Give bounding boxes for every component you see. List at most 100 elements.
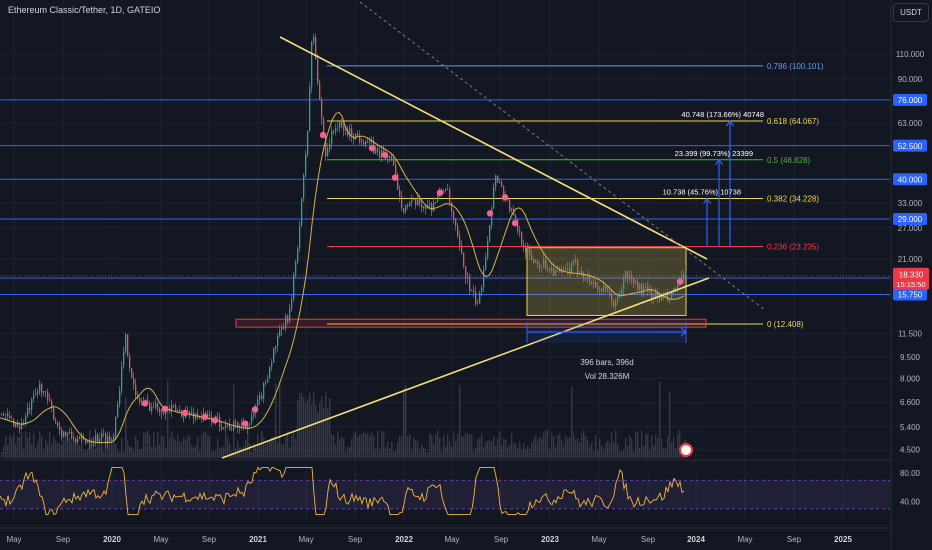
time-axis[interactable]: May Sep 2020 May Sep 2021 May Sep 2022 May Sep 2023…: [0, 527, 890, 544]
volume-bar: [603, 450, 605, 458]
time-label: May: [298, 535, 313, 544]
trendlines[interactable]: [221, 1, 766, 459]
candle-body: [249, 422, 251, 424]
volume-bar: [513, 443, 515, 458]
volume-bar: [371, 433, 373, 458]
volume-bar: [373, 436, 375, 458]
volume-bar: [523, 443, 525, 458]
candle-body: [77, 438, 79, 443]
volume-bar: [127, 439, 129, 458]
candle-body: [305, 154, 307, 175]
volume-bar: [449, 441, 451, 458]
candle-body: [331, 130, 333, 144]
candle-body: [481, 287, 483, 293]
candle-body: [375, 148, 377, 154]
volume-bar: [567, 438, 569, 458]
volume-bar: [207, 435, 209, 458]
candle-body: [629, 276, 631, 279]
volume-bar: [483, 447, 485, 458]
candle-body: [253, 413, 255, 416]
volume-bar: [433, 443, 435, 458]
time-label: May: [737, 535, 752, 544]
candle-body: [353, 136, 355, 140]
volume-bar: [77, 439, 79, 458]
candle-body: [551, 268, 553, 271]
volume-bar: [657, 438, 659, 458]
projections[interactable]: 40.748 (173.66%) 40748 23.399 (99.73%) 23…: [663, 110, 764, 247]
candle-body: [405, 204, 407, 212]
candle-body: [175, 406, 177, 411]
volume-bar: [239, 447, 241, 458]
volume-bar: [51, 443, 53, 458]
volume-bar: [163, 436, 165, 458]
volume-bar: [485, 441, 487, 458]
volume-bar: [33, 433, 35, 458]
volume-bar: [203, 431, 205, 458]
price-tick: 9.500: [900, 353, 921, 362]
volume-bar: [437, 430, 439, 458]
volume-bar: [649, 449, 651, 458]
candle-body: [251, 415, 253, 423]
volume-bar: [295, 438, 297, 458]
candle-body: [3, 414, 5, 416]
consolidation-box[interactable]: [526, 247, 687, 316]
volume-bar: [517, 448, 519, 458]
volume-bar: [247, 430, 249, 458]
volume-bar: [519, 441, 521, 458]
candle-body: [639, 283, 641, 290]
ascending-trendline: [221, 277, 710, 459]
price-tick: 21.000: [898, 255, 923, 264]
volume-bar: [333, 435, 335, 458]
candle-body: [81, 436, 83, 439]
candle-body: [67, 433, 69, 436]
volume-bar: [383, 430, 385, 458]
candle-body: [635, 282, 637, 284]
volume-bar: [623, 449, 625, 458]
candle-body: [17, 423, 19, 427]
fibonacci-retracement[interactable]: 0.786 (100.101) 0.618 (64.067) 0.5 (46.828…: [235, 62, 824, 329]
volume-bar: [481, 432, 483, 458]
signal-dot: [319, 131, 327, 139]
candle-body: [197, 413, 199, 416]
time-label: Sep: [494, 535, 509, 544]
volume-bar: [647, 434, 649, 458]
currency-button[interactable]: USDT: [893, 3, 929, 22]
candle-body: [49, 399, 51, 402]
volume-bar: [407, 436, 409, 458]
candle-body: [381, 150, 383, 158]
horizontal-levels[interactable]: [0, 99, 890, 457]
volume-bar: [139, 449, 141, 458]
volume-bar: [635, 431, 637, 458]
candle-body: [57, 422, 59, 426]
candle-body: [13, 419, 15, 427]
volume-bar: [263, 437, 265, 458]
volume-bar: [287, 430, 289, 458]
projection-label: 23.399 (99.73%) 23399: [675, 149, 753, 158]
level-tag-label: 76.000: [898, 96, 923, 105]
volume-bar: [61, 444, 63, 458]
volume-bar: [73, 431, 75, 458]
volume-bar: [115, 443, 117, 458]
candle-body: [173, 404, 175, 407]
volume-bar: [677, 433, 679, 458]
volume-bar: [679, 430, 681, 458]
volume-bar: [583, 430, 585, 458]
fib-label: 0.382 (34.228): [767, 195, 819, 204]
volume-bar: [39, 431, 41, 458]
range-measure[interactable]: 396 bars, 396d Vol 28.326M: [526, 322, 687, 381]
candle-body: [73, 437, 75, 439]
volume-bar: [399, 435, 401, 458]
candle-body: [35, 393, 37, 395]
signal-dots: [141, 131, 684, 427]
volume-bar: [631, 438, 633, 458]
candle-body: [95, 435, 97, 443]
volume-bar: [391, 441, 393, 458]
candle-body: [609, 291, 611, 296]
candle-body: [625, 271, 627, 279]
volume-bar: [585, 435, 587, 458]
candle-body: [319, 82, 321, 100]
volume-bar: [533, 438, 535, 458]
price-axis[interactable]: 76.00052.50040.00029.00018.00015.75018.3…: [890, 0, 929, 550]
candle-body: [209, 414, 211, 417]
